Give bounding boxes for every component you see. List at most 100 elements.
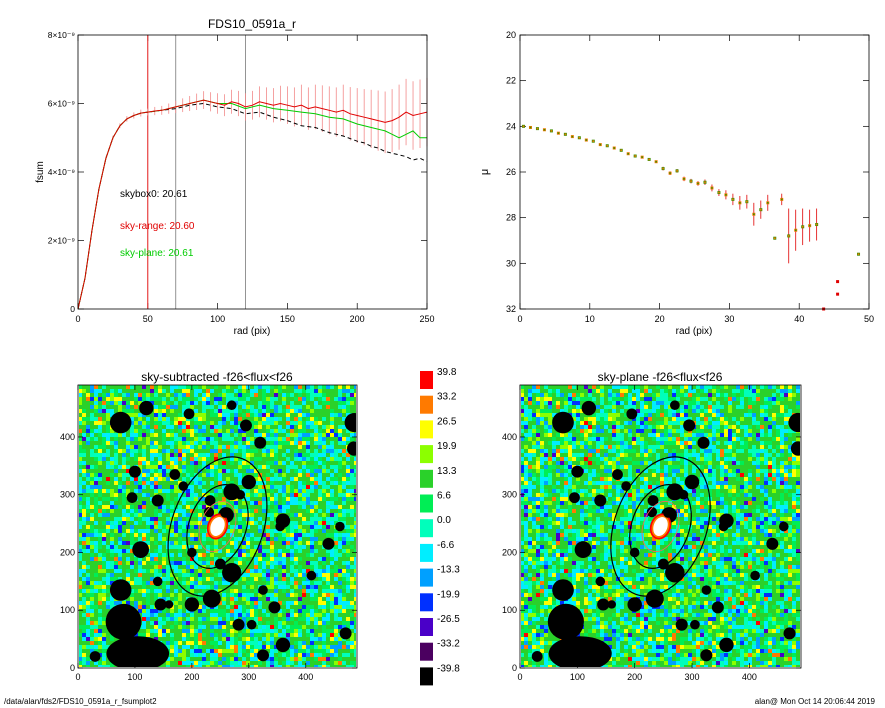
map-pixel [174, 649, 178, 653]
map-pixel [346, 541, 350, 545]
map-pixel [170, 545, 174, 549]
map-pixel [576, 481, 580, 485]
map-pixel [262, 625, 266, 629]
map-pixel [668, 465, 672, 469]
map-pixel [202, 453, 206, 457]
map-pixel [338, 461, 342, 465]
map-pixel [330, 457, 334, 461]
map-pixel [154, 453, 158, 457]
map-pixel [712, 389, 716, 393]
map-pixel [521, 497, 524, 501]
map-pixel [150, 609, 154, 613]
map-pixel [612, 409, 616, 413]
map-pixel [162, 641, 166, 645]
map-pixel [206, 465, 210, 469]
map-pixel [254, 569, 258, 573]
map-pixel [182, 425, 186, 429]
map-pixel [640, 445, 644, 449]
map-pixel [154, 609, 158, 613]
map-pixel [656, 433, 660, 437]
map-pixel [548, 493, 552, 497]
map-pixel [608, 389, 612, 393]
map-pixel [294, 545, 298, 549]
map-pixel [250, 389, 254, 393]
map-pixel [776, 473, 780, 477]
map-pixel [716, 493, 720, 497]
map-pixel [346, 625, 350, 629]
map-pixel [286, 437, 290, 441]
map-pixel [306, 469, 310, 473]
map-pixel [748, 433, 752, 437]
map-pixel [580, 453, 584, 457]
map-pixel [318, 461, 322, 465]
map-pixel [190, 497, 194, 501]
map-pixel [298, 653, 302, 657]
map-pixel [214, 649, 218, 653]
map-pixel [270, 653, 274, 657]
map-pixel [748, 457, 752, 461]
map-pixel [166, 393, 170, 397]
map-pixel [724, 473, 728, 477]
map-pixel [154, 397, 158, 401]
map-pixel [692, 493, 696, 497]
map-pixel [90, 581, 94, 585]
map-pixel [568, 433, 572, 437]
map-pixel [736, 461, 740, 465]
map-pixel [246, 449, 250, 453]
map-pixel [126, 465, 130, 469]
map-pixel [198, 517, 202, 521]
map-pixel [282, 453, 286, 457]
map-pixel [262, 613, 266, 617]
map-pixel [664, 449, 668, 453]
map-pixel [238, 665, 242, 667]
map-pixel [282, 529, 286, 533]
map-pixel [568, 477, 572, 481]
map-pixel [696, 457, 700, 461]
map-pixel [190, 509, 194, 513]
map-pixel [198, 617, 202, 621]
map-pixel [354, 613, 356, 617]
map-pixel [158, 457, 162, 461]
map-pixel [162, 441, 166, 445]
map-pixel [254, 489, 258, 493]
map-pixel [628, 401, 632, 405]
map-pixel [110, 581, 114, 585]
map-pixel [290, 589, 294, 593]
map-pixel [110, 509, 114, 513]
masked-source [169, 469, 181, 480]
map-pixel [298, 445, 302, 449]
map-pixel [210, 565, 214, 569]
map-pixel [158, 525, 162, 529]
map-pixel [178, 553, 182, 557]
map-pixel [278, 561, 282, 565]
map-pixel [202, 625, 206, 629]
map-pixel [580, 441, 584, 445]
map-pixel [724, 465, 728, 469]
map-pixel [752, 401, 756, 405]
map-pixel [800, 441, 804, 445]
map-pixel [142, 493, 146, 497]
map-pixel [600, 429, 604, 433]
map-pixel [114, 545, 118, 549]
map-pixel [608, 401, 612, 405]
map-pixel [94, 545, 98, 549]
map-pixel [732, 397, 736, 401]
map-pixel [716, 409, 720, 413]
map-pixel [748, 393, 752, 397]
map-pixel [346, 473, 350, 477]
map-pixel [620, 425, 624, 429]
map-pixel [118, 485, 122, 489]
map-pixel [536, 429, 540, 433]
map-pixel [354, 581, 356, 585]
map-pixel [194, 393, 198, 397]
map-pixel [338, 541, 342, 545]
map-pixel [242, 465, 246, 469]
map-pixel [768, 465, 772, 469]
map-pixel [302, 461, 306, 465]
map-pixel [114, 453, 118, 457]
map-pixel [330, 429, 334, 433]
map-pixel [130, 545, 134, 549]
map-pixel [290, 501, 294, 505]
map-pixel [186, 497, 190, 501]
map-pixel [174, 645, 178, 649]
